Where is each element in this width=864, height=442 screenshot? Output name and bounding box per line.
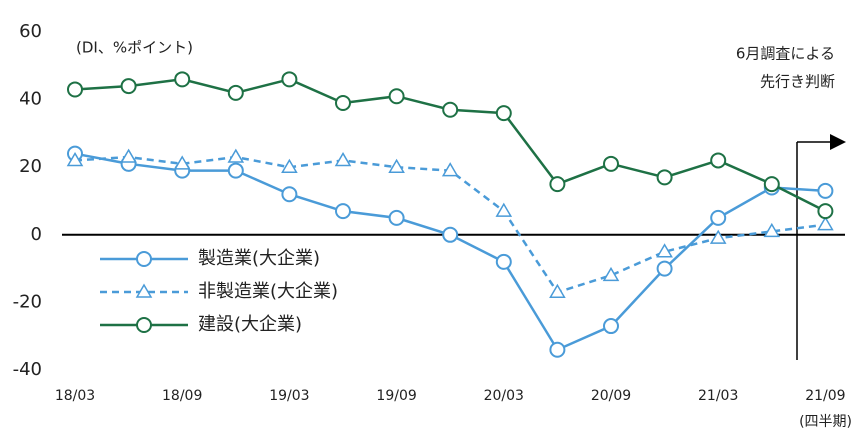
circle-marker: [549, 176, 566, 193]
circle-marker: [710, 152, 727, 169]
y-tick-label: 40: [19, 89, 42, 110]
circle-marker: [763, 176, 780, 193]
circle-marker: [335, 203, 351, 220]
circle-marker: [603, 318, 619, 335]
circle-marker: [656, 169, 673, 186]
x-tick-label: 20/09: [591, 388, 631, 404]
circle-marker: [710, 209, 727, 226]
circle-marker: [817, 182, 834, 199]
y-tick-label: 0: [31, 224, 42, 245]
circle-marker: [656, 260, 673, 277]
circle-marker: [603, 155, 619, 172]
unit-label: (DI、%ポイント): [76, 39, 193, 57]
x-tick-label: 21/09: [805, 388, 845, 404]
circle-marker: [817, 203, 834, 220]
series-line: [74, 152, 826, 352]
triangle-marker: [602, 266, 620, 282]
x-tick-label: 18/09: [162, 388, 202, 404]
triangle-marker: [709, 229, 727, 244]
annotation: 6月調査による: [736, 45, 835, 63]
y-tick-label: -20: [13, 291, 42, 312]
circle-marker: [442, 101, 459, 118]
circle-marker: [136, 251, 152, 267]
x-tick-label: 21/03: [698, 388, 738, 404]
legend-label: 建設(大企業): [198, 314, 302, 335]
circle-marker: [495, 253, 512, 270]
circle-marker: [136, 317, 152, 333]
triangle-marker: [495, 202, 513, 217]
triangle-marker: [120, 148, 137, 163]
legend-label: 製造業(大企業): [198, 248, 320, 269]
legend-label: 非製造業(大企業): [198, 281, 338, 302]
circle-marker: [388, 209, 405, 226]
circle-marker: [281, 186, 298, 203]
triangle-marker: [763, 222, 781, 238]
triangle-marker: [549, 283, 566, 299]
annotation: 先行き判断: [760, 73, 835, 91]
circle-marker: [227, 84, 244, 101]
triangle-marker: [281, 158, 298, 173]
y-tick-label: 20: [19, 156, 42, 177]
triangle-marker: [388, 158, 405, 173]
x-tick-label: 19/09: [376, 388, 416, 404]
circle-marker: [227, 162, 244, 179]
circle-marker: [120, 78, 137, 95]
triangle-marker: [173, 155, 191, 170]
circle-marker: [281, 71, 298, 88]
triangle-marker: [441, 162, 459, 177]
series-line: [74, 78, 826, 213]
x-axis-label: (四半期): [799, 414, 852, 430]
y-tick-label: 60: [19, 21, 42, 42]
circle-marker: [388, 88, 405, 105]
arrow-head: [830, 134, 846, 150]
triangle-marker: [334, 151, 352, 167]
y-tick-label: -40: [13, 359, 42, 380]
circle-marker: [335, 94, 351, 111]
circle-marker: [442, 226, 459, 243]
circle-marker: [67, 81, 83, 98]
x-tick-label: 19/03: [269, 388, 309, 404]
triangle-marker: [135, 283, 153, 298]
triangle-marker: [227, 148, 245, 163]
circle-marker: [495, 105, 512, 122]
x-tick-label: 18/03: [55, 388, 95, 404]
circle-marker: [549, 341, 566, 358]
triangle-marker: [66, 151, 84, 167]
triangle-marker: [656, 243, 673, 258]
circle-marker: [174, 71, 191, 88]
x-tick-label: 20/03: [484, 388, 524, 404]
triangle-marker: [817, 216, 834, 231]
